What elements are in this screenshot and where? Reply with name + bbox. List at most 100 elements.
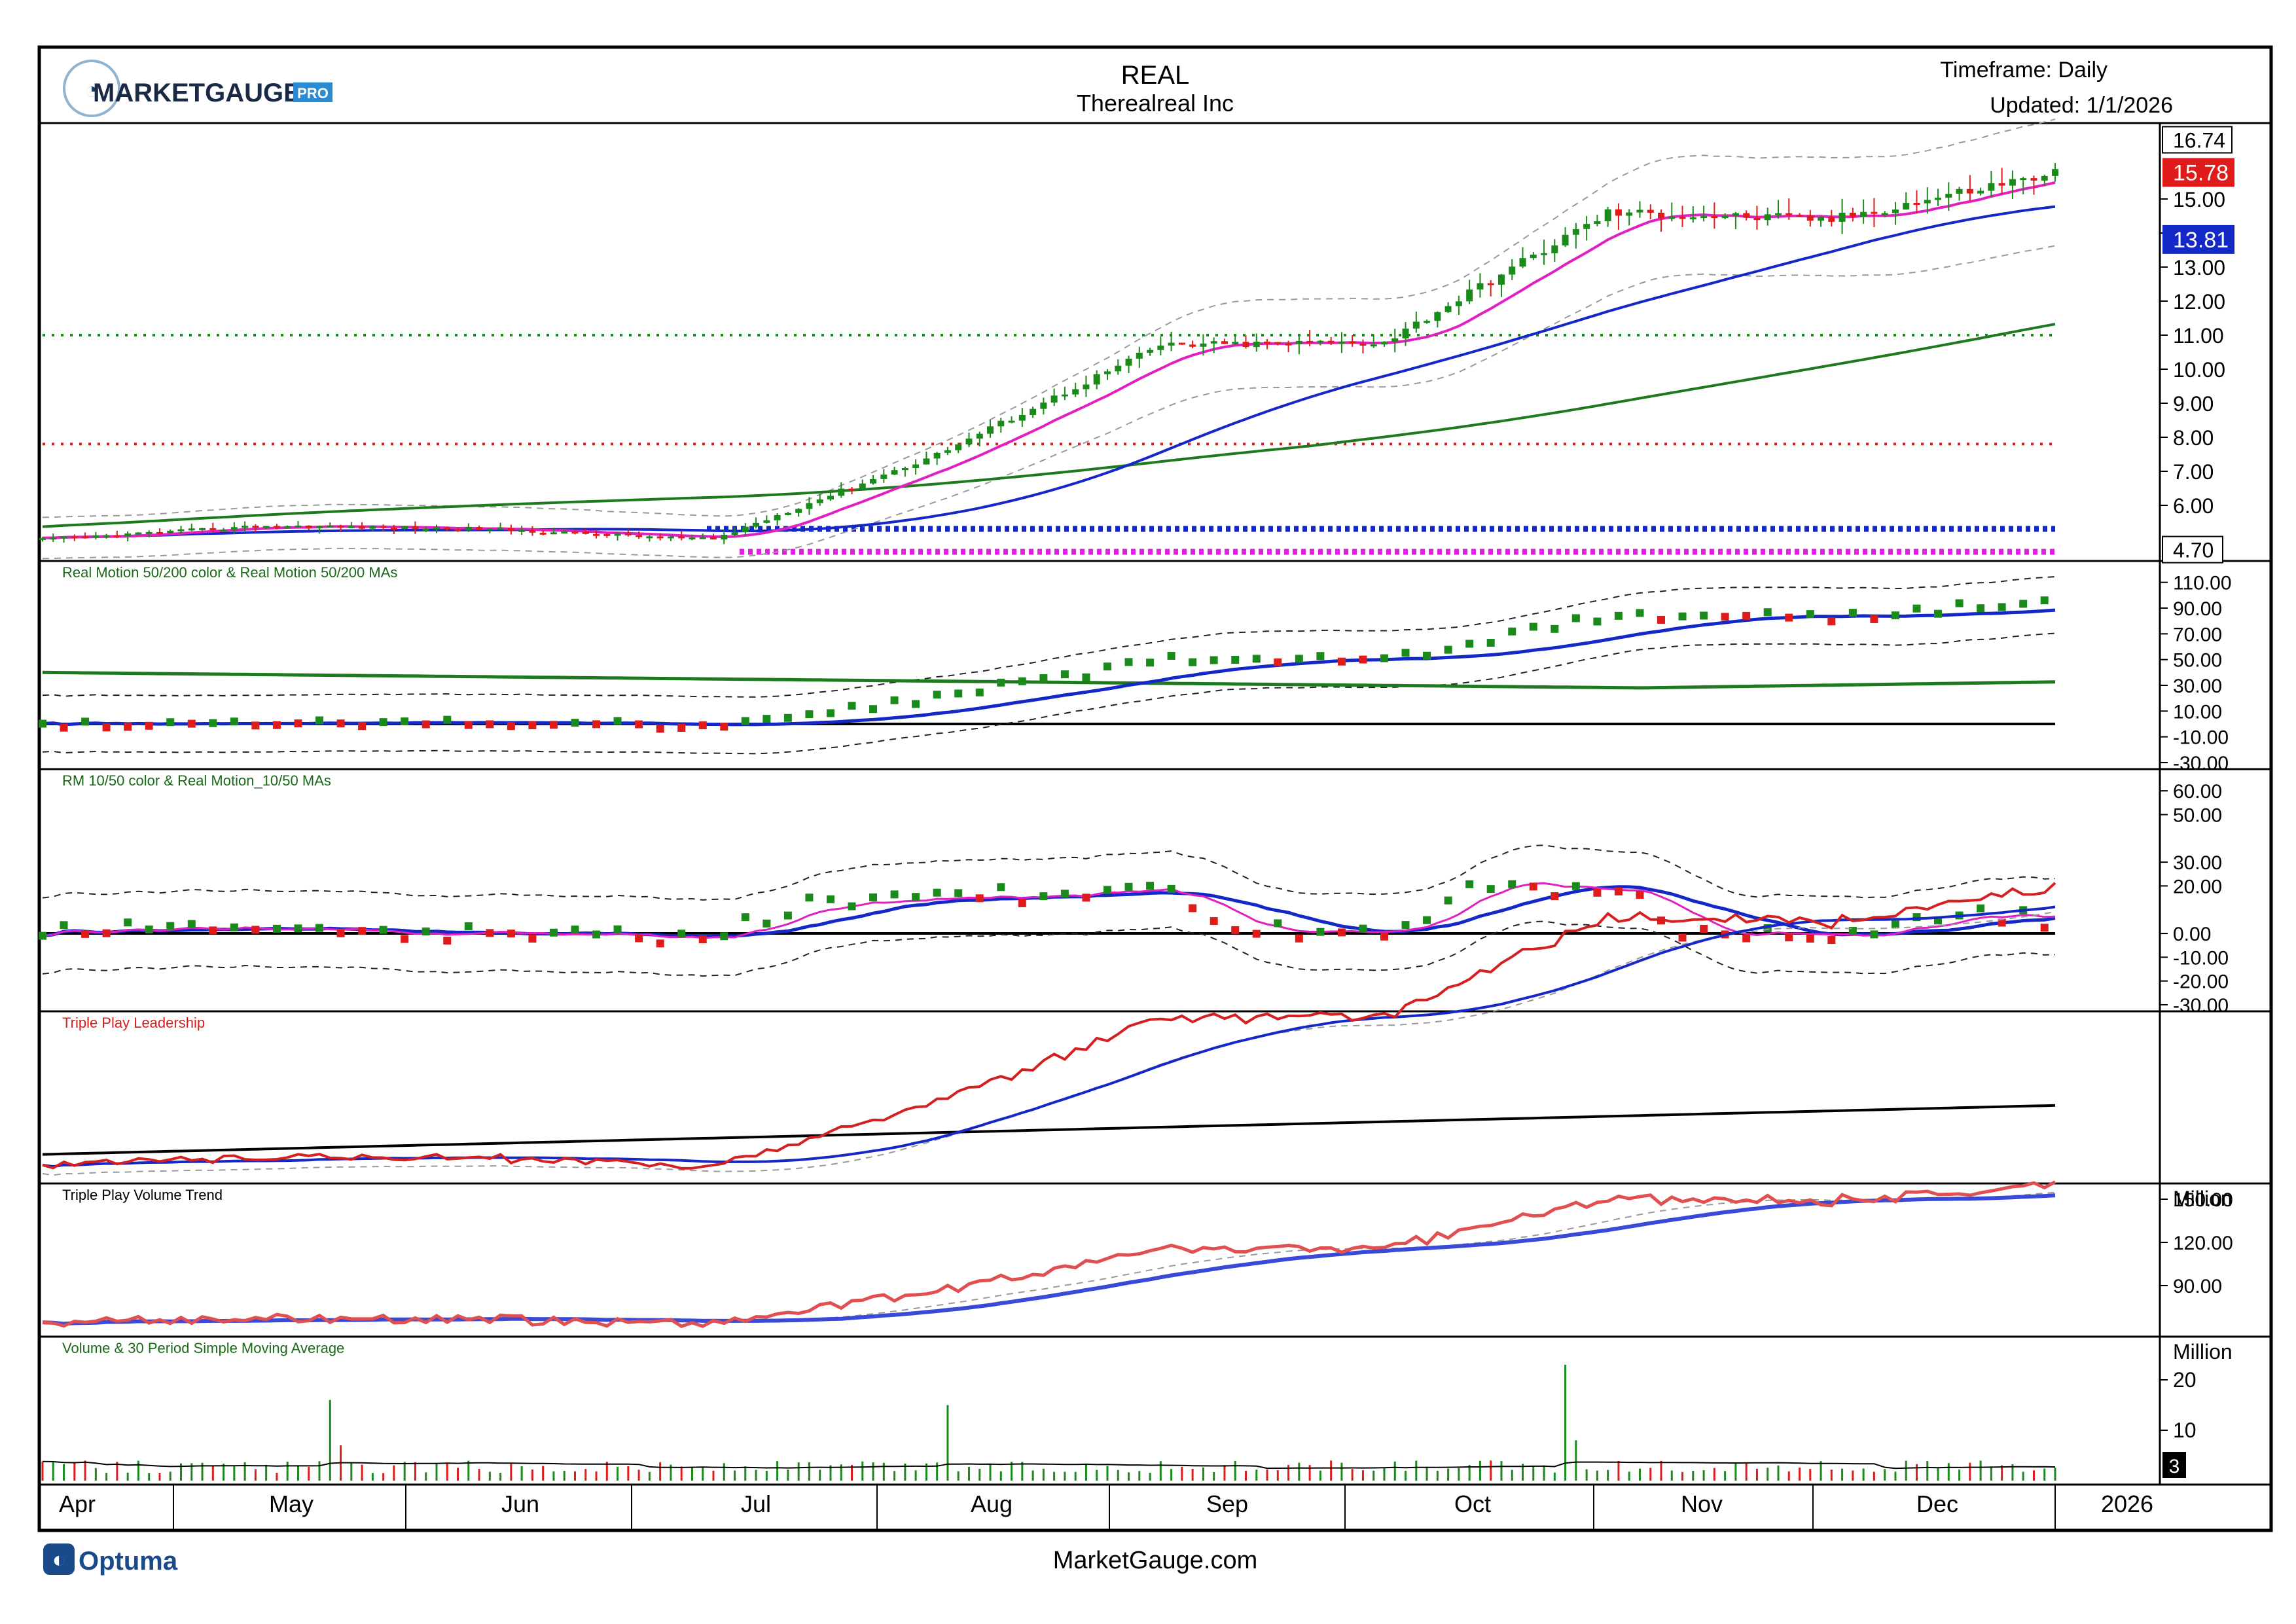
motion-dot <box>656 939 664 948</box>
y-tick-label: 10.00 <box>2173 358 2225 382</box>
motion-dot <box>1486 885 1495 893</box>
motion-dot <box>1189 904 1197 912</box>
candle-body <box>369 526 376 529</box>
candle-body <box>1743 213 1750 218</box>
candle-body <box>295 525 302 528</box>
x-tick-label: 2026 <box>2101 1490 2153 1517</box>
candle-body <box>412 526 419 530</box>
motion-dot <box>698 935 707 944</box>
tpv-panel <box>42 1180 2056 1328</box>
candle-body <box>1221 341 1228 344</box>
tpl-title: Triple Play Leadership <box>62 1015 205 1031</box>
candle-body <box>614 533 621 536</box>
motion-dot <box>1486 639 1495 647</box>
motion-dot <box>1721 613 1729 621</box>
motion-dot <box>698 721 707 730</box>
timeframe-label: Timeframe: Daily <box>1940 58 2108 82</box>
volume-ma-line <box>42 1460 2056 1470</box>
candle-body <box>1849 212 1856 217</box>
long-ma-line <box>42 670 2056 690</box>
candle-body <box>571 531 579 533</box>
motion-dot <box>1465 880 1474 888</box>
candle-body <box>2009 179 2016 186</box>
motion-dot <box>1252 655 1261 663</box>
motion-dot <box>1231 656 1240 664</box>
motion-dot <box>549 928 558 937</box>
motion-dot <box>1274 658 1282 666</box>
y-tick-label: 30.00 <box>2173 676 2222 697</box>
candle-body <box>1402 328 1409 338</box>
candle-body <box>230 527 238 530</box>
candle-body <box>1732 213 1739 216</box>
candle-body <box>188 528 195 531</box>
motion-dot <box>1465 640 1474 648</box>
candle-body <box>124 533 132 537</box>
x-tick-label: May <box>269 1490 314 1517</box>
candle-body <box>1679 217 1686 219</box>
motion-dot <box>1210 656 1218 664</box>
candle-body <box>60 536 67 539</box>
candle-body <box>1412 321 1420 329</box>
candle-body <box>539 532 547 535</box>
y-tick-label: -30.00 <box>2173 995 2229 1017</box>
candle-body <box>1477 283 1484 290</box>
motion-dot <box>272 721 281 729</box>
vol-panel <box>41 1364 2056 1481</box>
motion-dot <box>912 893 920 901</box>
motion-dot <box>124 918 132 927</box>
y-tick-label: 20.00 <box>2173 876 2222 897</box>
candle-body <box>1966 189 1973 194</box>
y-tick-label: 150.00 <box>2173 1189 2233 1211</box>
candle-body <box>359 526 366 529</box>
candle-body <box>1753 217 1761 221</box>
motion-dot <box>1806 935 1814 943</box>
motion-dot <box>315 924 324 932</box>
motion-dot <box>1060 890 1069 898</box>
candle-body <box>891 470 898 475</box>
motion-dot <box>1444 645 1452 654</box>
y-tick-label: 50.00 <box>2173 804 2222 826</box>
motion-dot <box>1827 935 1836 944</box>
candle-body <box>933 452 941 459</box>
candle-body <box>646 536 653 539</box>
high-box <box>2162 126 2233 154</box>
y-tick-label: 11.00 <box>2173 324 2224 348</box>
motion-dot <box>528 934 537 943</box>
candle-body <box>1115 365 1122 372</box>
footer-site[interactable]: MarketGauge.com <box>1053 1547 1258 1574</box>
candle-body <box>1700 216 1708 219</box>
candle-body <box>1147 350 1154 353</box>
candle-body <box>486 528 493 531</box>
candle-body <box>1264 341 1271 344</box>
motion-dot <box>1848 609 1857 617</box>
y-tick-label: 90.00 <box>2173 1276 2222 1297</box>
low-label: 4.70 <box>2173 539 2214 562</box>
candle-body <box>774 514 781 520</box>
motion-dot <box>720 723 728 731</box>
company-name: Therealreal Inc <box>1077 90 1234 117</box>
motion-dot <box>571 719 579 727</box>
y-tick-label: 6.00 <box>2173 494 2214 518</box>
motion-dot <box>1359 924 1367 933</box>
motion-dot <box>230 717 238 726</box>
motion-dot <box>1210 917 1218 926</box>
motion-dot <box>294 924 302 933</box>
motion-dot <box>1571 614 1580 623</box>
motion-dot <box>635 720 643 729</box>
motion-dot <box>60 921 68 929</box>
motion-dot <box>1082 673 1090 681</box>
candle-body <box>177 529 185 532</box>
candle-body <box>1562 234 1569 245</box>
candle-body <box>667 536 674 539</box>
motion-dot <box>677 723 686 732</box>
candle-body <box>795 509 802 513</box>
motion-dot <box>997 883 1005 892</box>
motion-dot <box>1401 649 1410 657</box>
y-tick-label: 12.00 <box>2173 290 2225 314</box>
candle-body <box>1444 306 1452 312</box>
motion-dot <box>486 720 494 729</box>
candle-body <box>848 488 855 491</box>
candle-body <box>923 458 930 465</box>
candle-body <box>1242 342 1249 348</box>
candle-body <box>944 450 951 453</box>
